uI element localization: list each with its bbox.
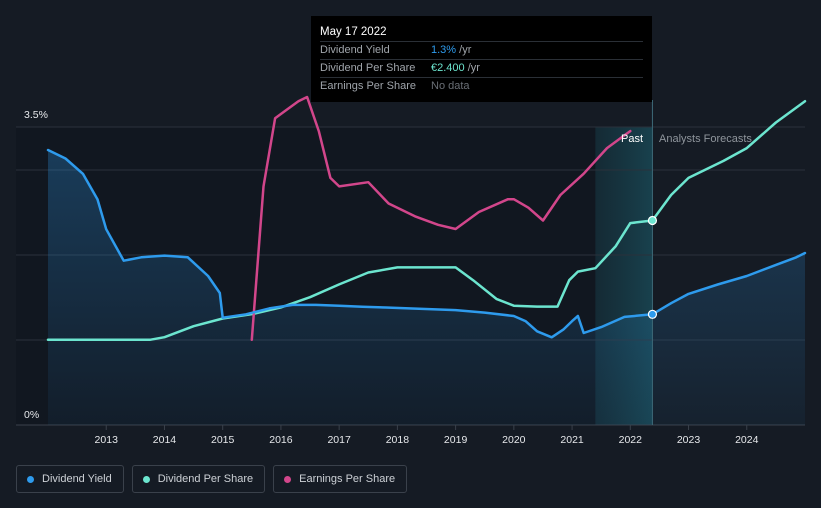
marker-dividend-yield bbox=[647, 309, 658, 319]
dividend-yield-area bbox=[48, 150, 805, 425]
y-tick-bottom: 0% bbox=[24, 409, 39, 421]
x-tick-label: 2023 bbox=[677, 434, 701, 446]
tooltip-unit: /yr bbox=[464, 62, 480, 74]
x-tick-label: 2018 bbox=[386, 434, 410, 446]
legend-label: Earnings Per Share bbox=[299, 473, 396, 485]
tooltip-value: No data bbox=[431, 80, 470, 92]
legend-dividend-yield[interactable]: Dividend Yield bbox=[16, 465, 124, 493]
x-tick-label: 2020 bbox=[502, 434, 526, 446]
series-lines bbox=[46, 95, 807, 342]
x-tick-label: 2013 bbox=[95, 434, 119, 446]
legend-label: Dividend Yield bbox=[42, 473, 112, 485]
tooltip-label: Dividend Per Share bbox=[320, 62, 416, 74]
x-tick-label: 2019 bbox=[444, 434, 468, 446]
forecast-label: Analysts Forecasts bbox=[659, 133, 752, 145]
tooltip-label: Dividend Yield bbox=[320, 44, 390, 56]
tooltip-label: Earnings Per Share bbox=[320, 80, 416, 92]
legend-dividend-per-share[interactable]: Dividend Per Share bbox=[131, 465, 266, 493]
x-tick-label: 2015 bbox=[211, 434, 235, 446]
legend-dot-icon bbox=[142, 475, 150, 483]
chart-legend: Dividend Yield Dividend Per Share Earnin… bbox=[16, 465, 408, 493]
x-tick-label: 2014 bbox=[153, 434, 177, 446]
series-markers bbox=[647, 215, 658, 319]
tooltip-row-dividend-yield: Dividend Yield 1.3% /yr bbox=[320, 41, 643, 59]
tooltip-row-dividend-per-share: Dividend Per Share €2.400 /yr bbox=[320, 59, 643, 77]
x-axis-ticks: 2013 2014 2015 2016 2017 2018 2019 2020 2021 2022… bbox=[95, 425, 759, 446]
marker-dividend-per-share bbox=[647, 215, 658, 226]
x-tick-label: 2021 bbox=[560, 434, 584, 446]
y-tick-top: 3.5% bbox=[24, 109, 48, 121]
legend-dot-icon bbox=[284, 475, 292, 483]
x-tick-label: 2024 bbox=[735, 434, 759, 446]
series-line-earnings-per-share bbox=[250, 95, 632, 342]
tooltip-row-earnings-per-share: Earnings Per Share No data bbox=[320, 77, 643, 95]
tooltip-value: €2.400 bbox=[431, 62, 465, 74]
past-label: Past bbox=[621, 133, 643, 145]
x-tick-label: 2016 bbox=[269, 434, 293, 446]
legend-label: Dividend Per Share bbox=[157, 473, 254, 485]
x-tick-label: 2022 bbox=[619, 434, 643, 446]
tooltip-value: 1.3% bbox=[431, 44, 457, 56]
legend-dot-icon bbox=[27, 475, 34, 483]
tooltip-date: May 17 2022 bbox=[320, 26, 387, 38]
tooltip-unit: /yr bbox=[456, 44, 472, 56]
legend-earnings-per-share[interactable]: Earnings Per Share bbox=[273, 465, 408, 493]
x-tick-label: 2017 bbox=[327, 434, 351, 446]
series-line-dividend-yield bbox=[46, 148, 807, 339]
hover-tooltip: May 17 2022 Dividend Yield 1.3% /yr Divi… bbox=[311, 16, 652, 102]
